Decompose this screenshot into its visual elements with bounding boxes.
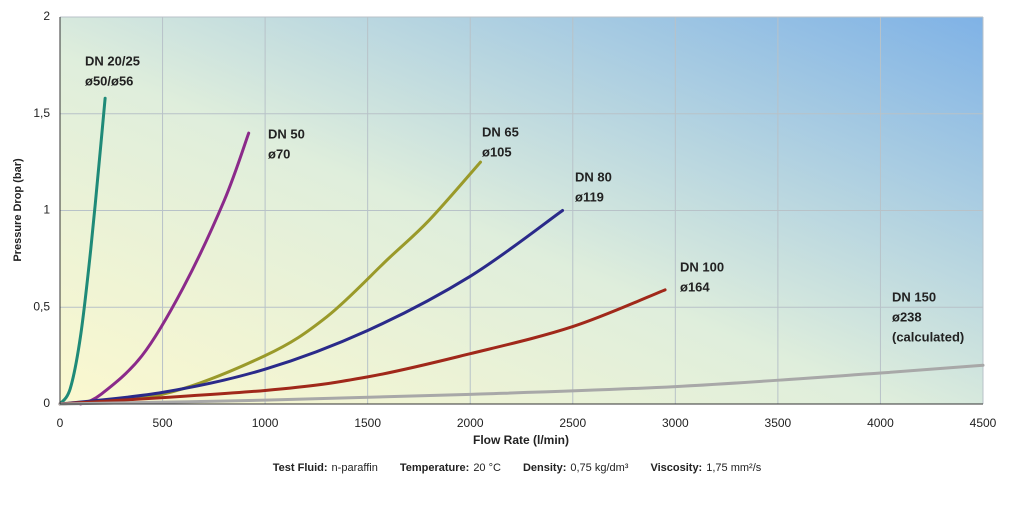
x-tick-label: 1500	[354, 416, 381, 430]
footer-key: Viscosity:	[650, 462, 702, 474]
series-label-detail: ø164	[680, 279, 710, 294]
series-label-detail: ø50/ø56	[85, 73, 133, 88]
series-label: DN 100	[680, 259, 724, 274]
footer-value: 0,75 kg/dm³	[570, 462, 628, 474]
footer-key: Test Fluid:	[273, 462, 328, 474]
footer-value: 20 °C	[473, 462, 501, 474]
series-label-detail: ø238	[892, 309, 922, 324]
series-line	[58, 96, 107, 406]
series-label: DN 50	[268, 126, 305, 141]
series-line	[79, 131, 251, 406]
series-label-detail: ø105	[482, 144, 512, 159]
series-label-detail: ø119	[575, 189, 604, 204]
x-tick-label: 1000	[252, 416, 279, 430]
y-tick-label: 1	[43, 203, 50, 217]
footer-text: Test Fluid: n-paraffin Temperature: 20 °C De…	[273, 462, 762, 474]
x-axis-label: Flow Rate (l/min)	[473, 433, 569, 447]
x-tick-label: 3000	[662, 416, 689, 430]
y-tick-label: 0,5	[33, 299, 50, 313]
x-tick-label: 3500	[765, 416, 792, 430]
series-label: DN 80	[575, 169, 612, 184]
series-label: DN 65	[482, 124, 519, 139]
x-tick-label: 500	[153, 416, 173, 430]
y-tick-label: 1,5	[33, 106, 50, 120]
series-line	[58, 209, 565, 406]
footer-value: 1,75 mm²/s	[706, 462, 762, 474]
footer: Test Fluid: n-paraffin Temperature: 20 °C De…	[273, 462, 762, 474]
series-label: DN 150	[892, 289, 936, 304]
x-tick-label: 0	[57, 416, 64, 430]
series-label-detail: (calculated)	[892, 329, 964, 344]
x-tick-label: 2500	[559, 416, 586, 430]
footer-key: Temperature:	[400, 462, 469, 474]
series-label-detail: ø70	[268, 146, 290, 161]
footer-key: Density:	[523, 462, 566, 474]
y-tick-label: 2	[43, 9, 50, 23]
x-tick-label: 2000	[457, 416, 484, 430]
series-label: DN 20/25	[85, 53, 140, 68]
footer-value: n-paraffin	[332, 462, 378, 474]
x-tick-label: 4000	[867, 416, 894, 430]
y-axis-label: Pressure Drop (bar)	[12, 158, 24, 262]
series-line	[58, 288, 667, 406]
lines	[58, 96, 985, 406]
series-line	[58, 363, 985, 406]
x-tick-label: 4500	[970, 416, 997, 430]
y-tick-label: 0	[43, 396, 50, 410]
grid	[59, 16, 984, 405]
series-line	[58, 160, 482, 406]
